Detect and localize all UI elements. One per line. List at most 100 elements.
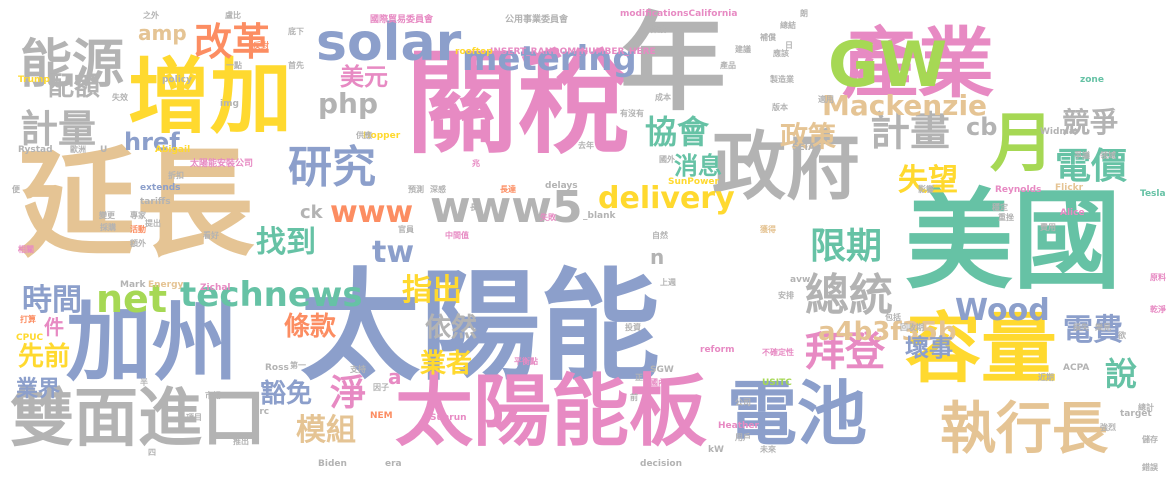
word-era: era — [385, 459, 402, 469]
word-150: 兆 — [472, 158, 480, 168]
word-a: a — [388, 365, 402, 389]
word-166: 總計 — [1138, 402, 1154, 412]
word-160: 爭議 — [1074, 150, 1090, 160]
word-126: 原料 — [1150, 272, 1166, 282]
word-52: 依然 — [425, 312, 477, 343]
word-168: 適用 — [818, 94, 834, 104]
word-target: target — [1120, 409, 1152, 419]
word-148: 版本 — [771, 102, 788, 112]
word-8: 容量 — [905, 304, 1057, 393]
word-151: 一點 — [226, 60, 242, 70]
word-extends: extends — [140, 183, 181, 193]
word-177: 項目 — [186, 413, 202, 422]
word-zichal: Zichal — [200, 283, 231, 293]
word-9: 太陽能板 — [395, 367, 707, 457]
word-solar: solar — [316, 13, 462, 73]
word-167: 額外 — [129, 238, 146, 248]
word-131: 穩定 — [991, 202, 1008, 212]
word-178: 投資 — [625, 322, 641, 332]
word-22: 計畫 — [870, 109, 950, 155]
word-mark: Mark — [120, 280, 146, 290]
word-hopper: Hopper — [363, 131, 401, 141]
word-href: href — [124, 128, 180, 156]
word-184: 前 — [630, 392, 638, 402]
word-190: 朗 — [800, 8, 808, 18]
word-140: 製造業 — [769, 74, 795, 84]
word-122: 應該 — [773, 48, 789, 58]
word-172: 近期 — [1038, 372, 1054, 382]
word-174: 錯誤 — [1142, 462, 1159, 472]
word-115: 不確定性 — [762, 347, 794, 357]
word-41: 指出 — [402, 273, 462, 308]
word-19: 研究 — [288, 142, 376, 193]
word-tw: tw — [372, 235, 414, 270]
word-118: 預測 — [408, 184, 424, 194]
word-mackenzie: Mackenzie — [822, 89, 987, 122]
word-14: 能源 — [20, 35, 124, 95]
word-1: 延長 — [18, 135, 255, 273]
word-heather: Heather — [718, 421, 760, 431]
word-182: 看好 — [202, 230, 219, 240]
word-157: 首先 — [288, 60, 304, 70]
word-147: 重挫 — [998, 212, 1014, 222]
word-57: 消息 — [674, 152, 722, 180]
word-img: img — [220, 99, 239, 109]
word-rystad: Rystad — [18, 145, 53, 155]
word-technews: technews — [180, 275, 363, 315]
word-145: 去年 — [578, 140, 594, 150]
word-181: 歐洲 — [70, 144, 86, 154]
word-62: 件 — [44, 315, 64, 339]
word-24: 總統 — [805, 270, 893, 321]
word-metering: metering — [462, 39, 637, 79]
word-162: 因子 — [373, 383, 389, 392]
word-65: 國際貿易委員會 — [370, 13, 434, 25]
word-137: 公司 — [735, 398, 751, 407]
word-5: 產業 — [842, 19, 994, 108]
word-ross: Ross — [265, 363, 289, 373]
word-38: 電費 — [1063, 313, 1123, 348]
word-reform: reform — [700, 345, 734, 355]
word-138: 市場 — [205, 390, 221, 400]
word-186: 半 — [140, 377, 148, 387]
word-39: 時間 — [22, 283, 82, 318]
word-widmar: Widmar — [1040, 127, 1080, 137]
word-12: 政府 — [712, 124, 860, 210]
word-120: 長達 — [500, 184, 516, 194]
word-trump: Trump — [18, 75, 50, 85]
word-amp: amp — [138, 21, 187, 45]
word-189: 日 — [785, 41, 793, 50]
word-modificationscalifornia: modificationsCalifornia — [620, 9, 737, 19]
word-delivery: delivery — [598, 181, 735, 216]
word-tesla: Tesla — [1140, 189, 1166, 199]
word-sgw: SGW — [650, 365, 674, 375]
word-34: 政策 — [780, 120, 836, 153]
word-149: 官員 — [398, 224, 414, 234]
word-wood: Wood — [955, 293, 1050, 328]
word-133: 打算 — [20, 314, 36, 324]
word-48: 配額 — [48, 72, 100, 102]
word-25: 限期 — [810, 226, 882, 267]
word-40: 找到 — [256, 225, 316, 260]
word-sunrun: Sunrun — [430, 413, 467, 423]
word-26: 改革 — [194, 20, 270, 64]
word-a4b3f35b: a4b3f35b — [818, 317, 956, 347]
word-47: 美元 — [340, 63, 388, 91]
word-185: 長 — [470, 203, 479, 212]
word-109: 之外 — [143, 10, 159, 20]
word-163: 安排 — [778, 290, 794, 300]
word-11: 電池 — [727, 373, 867, 455]
word-116: 中間值 — [445, 230, 469, 240]
word-170: 國外 — [659, 154, 675, 164]
word-56: 壞事 — [905, 334, 953, 362]
word-2: 關稅 — [406, 39, 630, 169]
word-142: 包括 — [884, 312, 901, 322]
word-n: n — [650, 245, 664, 269]
word-23: 拜登 — [805, 329, 886, 375]
word-32: 協會 — [645, 113, 710, 151]
word-kw: kW — [708, 445, 724, 455]
word-6: 增加 — [128, 50, 292, 145]
word-113: 專家 — [130, 210, 147, 220]
word-169: 補償 — [759, 32, 776, 42]
